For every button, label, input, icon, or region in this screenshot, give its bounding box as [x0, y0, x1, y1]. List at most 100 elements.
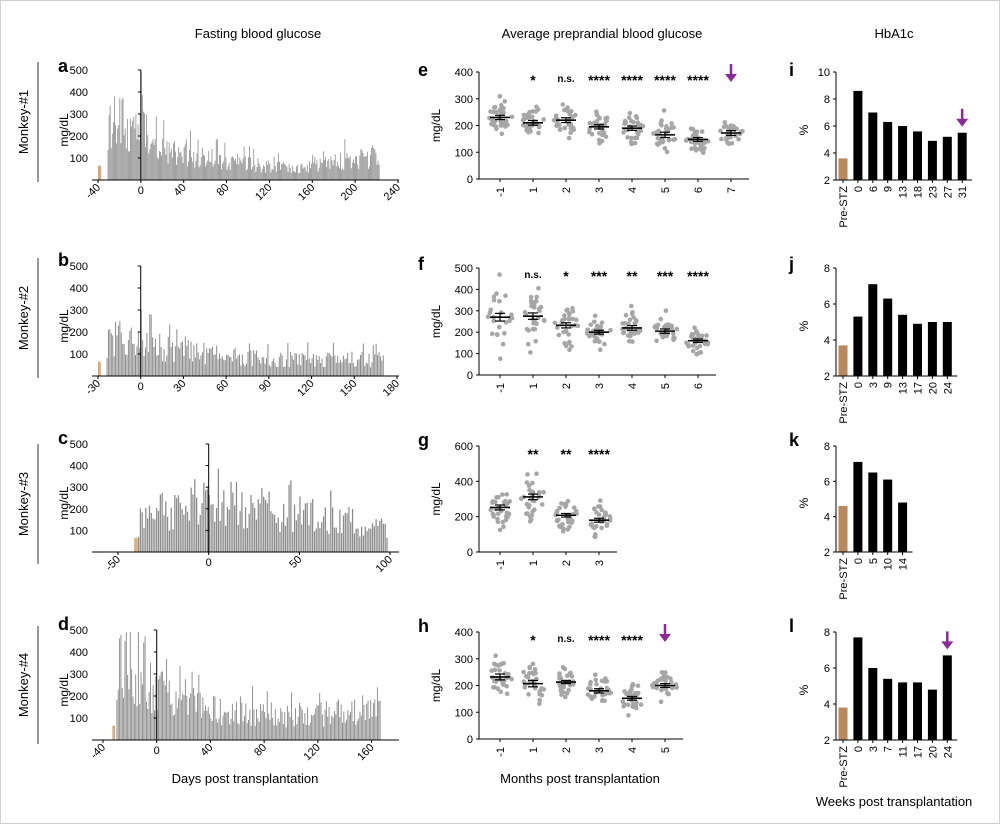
y-axis-label: mg/dL: [429, 305, 443, 339]
glucose-bar: [288, 367, 290, 376]
data-point: [622, 321, 628, 326]
glucose-bar: [116, 699, 118, 740]
glucose-bar: [283, 503, 285, 552]
glucose-bar: [173, 361, 175, 376]
data-point: [533, 338, 538, 344]
glucose-bar: [379, 520, 381, 552]
data-point: [539, 693, 545, 698]
data-point: [686, 344, 691, 349]
data-point: [663, 670, 668, 675]
data-point: [693, 147, 699, 153]
glucose-bar: [143, 111, 144, 180]
data-point: [532, 303, 537, 308]
data-point: [495, 511, 501, 517]
data-point: [566, 332, 571, 337]
glucose-bar: [139, 113, 141, 180]
x-tick-label: Pre-STZ: [838, 746, 850, 788]
glucose-bar: [275, 171, 277, 180]
glucose-bar: [377, 525, 379, 552]
data-point: [504, 492, 510, 497]
glucose-bar: [199, 692, 201, 740]
glucose-bar: [369, 367, 371, 376]
glucose-bar: [137, 124, 139, 180]
data-point: [593, 534, 598, 540]
hba1c-bar: [957, 132, 967, 180]
data-point: [627, 110, 633, 116]
glucose-bar: [197, 693, 198, 740]
data-point: [632, 321, 638, 326]
glucose-bar: [308, 525, 310, 552]
significance-label: ****: [621, 632, 643, 648]
data-point: [498, 356, 503, 362]
x-tick-label: 9: [883, 382, 895, 388]
glucose-bar: [206, 348, 208, 376]
data-point: [564, 308, 569, 313]
glucose-bar: [117, 689, 119, 740]
glucose-bar: [251, 169, 253, 180]
y-tick-label: 2: [824, 371, 830, 383]
data-point: [690, 332, 696, 337]
glucose-bar: [163, 349, 165, 376]
glucose-bar: [234, 505, 236, 552]
data-point: [562, 340, 567, 346]
y-tick-label: 300: [455, 94, 473, 106]
glucose-bar: [154, 519, 156, 552]
glucose-bar: [374, 354, 376, 376]
glucose-bar: [204, 364, 206, 376]
x-tick-label: 5: [660, 747, 672, 753]
glucose-bar: [324, 507, 326, 552]
glucose-bar: [225, 157, 227, 180]
y-axis-label: %: [797, 124, 811, 135]
glucose-bar: [248, 343, 250, 376]
data-point: [731, 124, 736, 129]
panel-letter-f: f: [418, 254, 425, 274]
x-tick-label: 10: [883, 558, 895, 570]
data-point: [528, 294, 534, 300]
data-point: [592, 334, 597, 339]
data-point: [654, 338, 659, 344]
data-point: [492, 667, 498, 673]
glucose-bar: [250, 350, 252, 376]
data-point: [570, 114, 575, 120]
glucose-bar: [112, 335, 114, 376]
glucose-bar: [190, 341, 192, 376]
y-tick-label: 400: [70, 461, 88, 473]
data-point: [702, 140, 707, 146]
glucose-bar: [203, 710, 205, 740]
data-point: [596, 512, 602, 517]
glucose-bar: [128, 689, 130, 740]
glucose-bar: [332, 342, 334, 376]
glucose-bar: [140, 671, 142, 740]
data-point: [630, 704, 636, 710]
data-point: [701, 150, 706, 156]
glucose-bar: [298, 173, 300, 180]
glucose-bar: [355, 725, 357, 740]
data-point: [565, 498, 571, 504]
data-point: [688, 139, 694, 145]
data-point: [490, 500, 495, 506]
glucose-bar: [350, 711, 352, 740]
glucose-bar: [268, 491, 270, 552]
significance-label: **: [561, 446, 572, 462]
glucose-bar: [244, 507, 247, 552]
glucose-bar: [366, 703, 368, 740]
data-point: [683, 138, 689, 143]
glucose-bar: [233, 721, 235, 740]
glucose-bar: [355, 366, 357, 376]
glucose-bar: [190, 130, 191, 180]
data-point: [567, 347, 572, 353]
data-point: [524, 511, 529, 516]
panel-letter-a: a: [58, 56, 69, 76]
glucose-bar: [201, 352, 203, 376]
hba1c-bar: [883, 121, 893, 180]
glucose-bar: [149, 314, 151, 376]
glucose-bar: [151, 142, 153, 180]
glucose-bar: [174, 714, 176, 740]
glucose-bar: [162, 138, 164, 180]
data-point: [533, 298, 539, 304]
glucose-bar: [310, 363, 312, 376]
x-tick-label: 9: [883, 186, 895, 192]
glucose-bar: [131, 126, 133, 180]
glucose-bar: [378, 352, 380, 376]
glucose-bar: [260, 703, 262, 740]
